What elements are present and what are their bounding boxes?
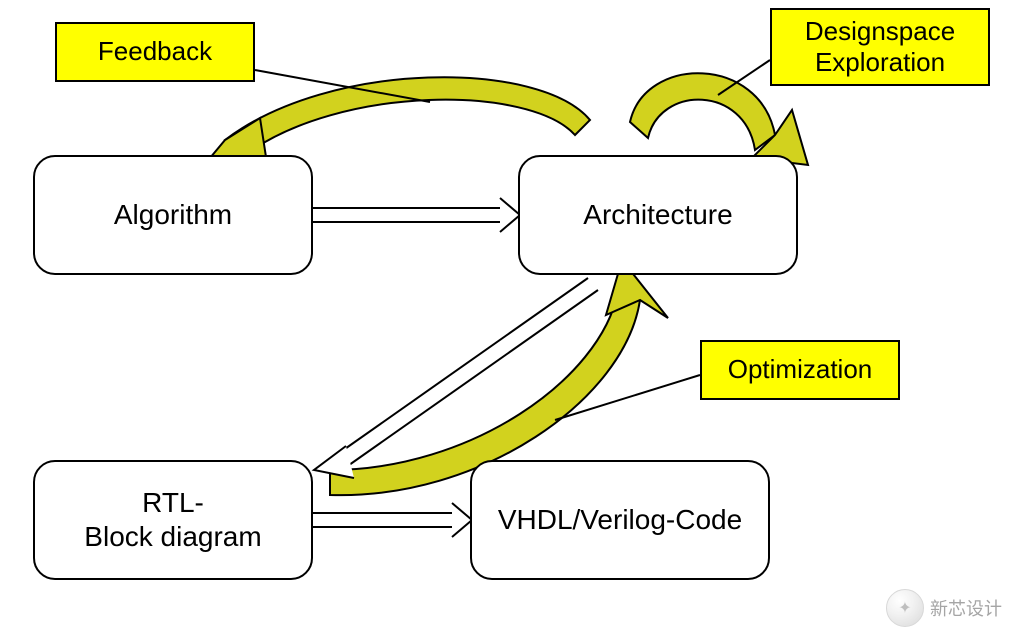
node-rtl: RTL- Block diagram — [33, 460, 313, 580]
label-designspace: Designspace Exploration — [770, 8, 990, 86]
node-vhdl: VHDL/Verilog-Code — [470, 460, 770, 580]
node-vhdl-label: VHDL/Verilog-Code — [498, 503, 742, 537]
label-designspace-text: Designspace Exploration — [805, 16, 955, 78]
callout-feedback — [255, 70, 430, 102]
label-optimization-text: Optimization — [728, 354, 873, 385]
watermark-icon: ✦ — [886, 589, 924, 627]
watermark: ✦ 新芯设计 — [886, 589, 1002, 627]
node-rtl-label: RTL- Block diagram — [84, 486, 261, 553]
label-feedback-text: Feedback — [98, 36, 212, 67]
arrow-rtl-vhdl — [313, 503, 472, 537]
callout-optimization — [555, 375, 700, 420]
node-algorithm: Algorithm — [33, 155, 313, 275]
node-architecture: Architecture — [518, 155, 798, 275]
callout-designspace — [718, 60, 770, 95]
label-optimization: Optimization — [700, 340, 900, 400]
arrow-architecture-rtl — [314, 278, 598, 478]
watermark-text: 新芯设计 — [930, 595, 1002, 621]
arrow-algorithm-architecture — [313, 198, 520, 232]
node-architecture-label: Architecture — [583, 198, 732, 232]
label-feedback: Feedback — [55, 22, 255, 82]
designspace-arrow — [630, 73, 808, 165]
node-algorithm-label: Algorithm — [114, 198, 232, 232]
